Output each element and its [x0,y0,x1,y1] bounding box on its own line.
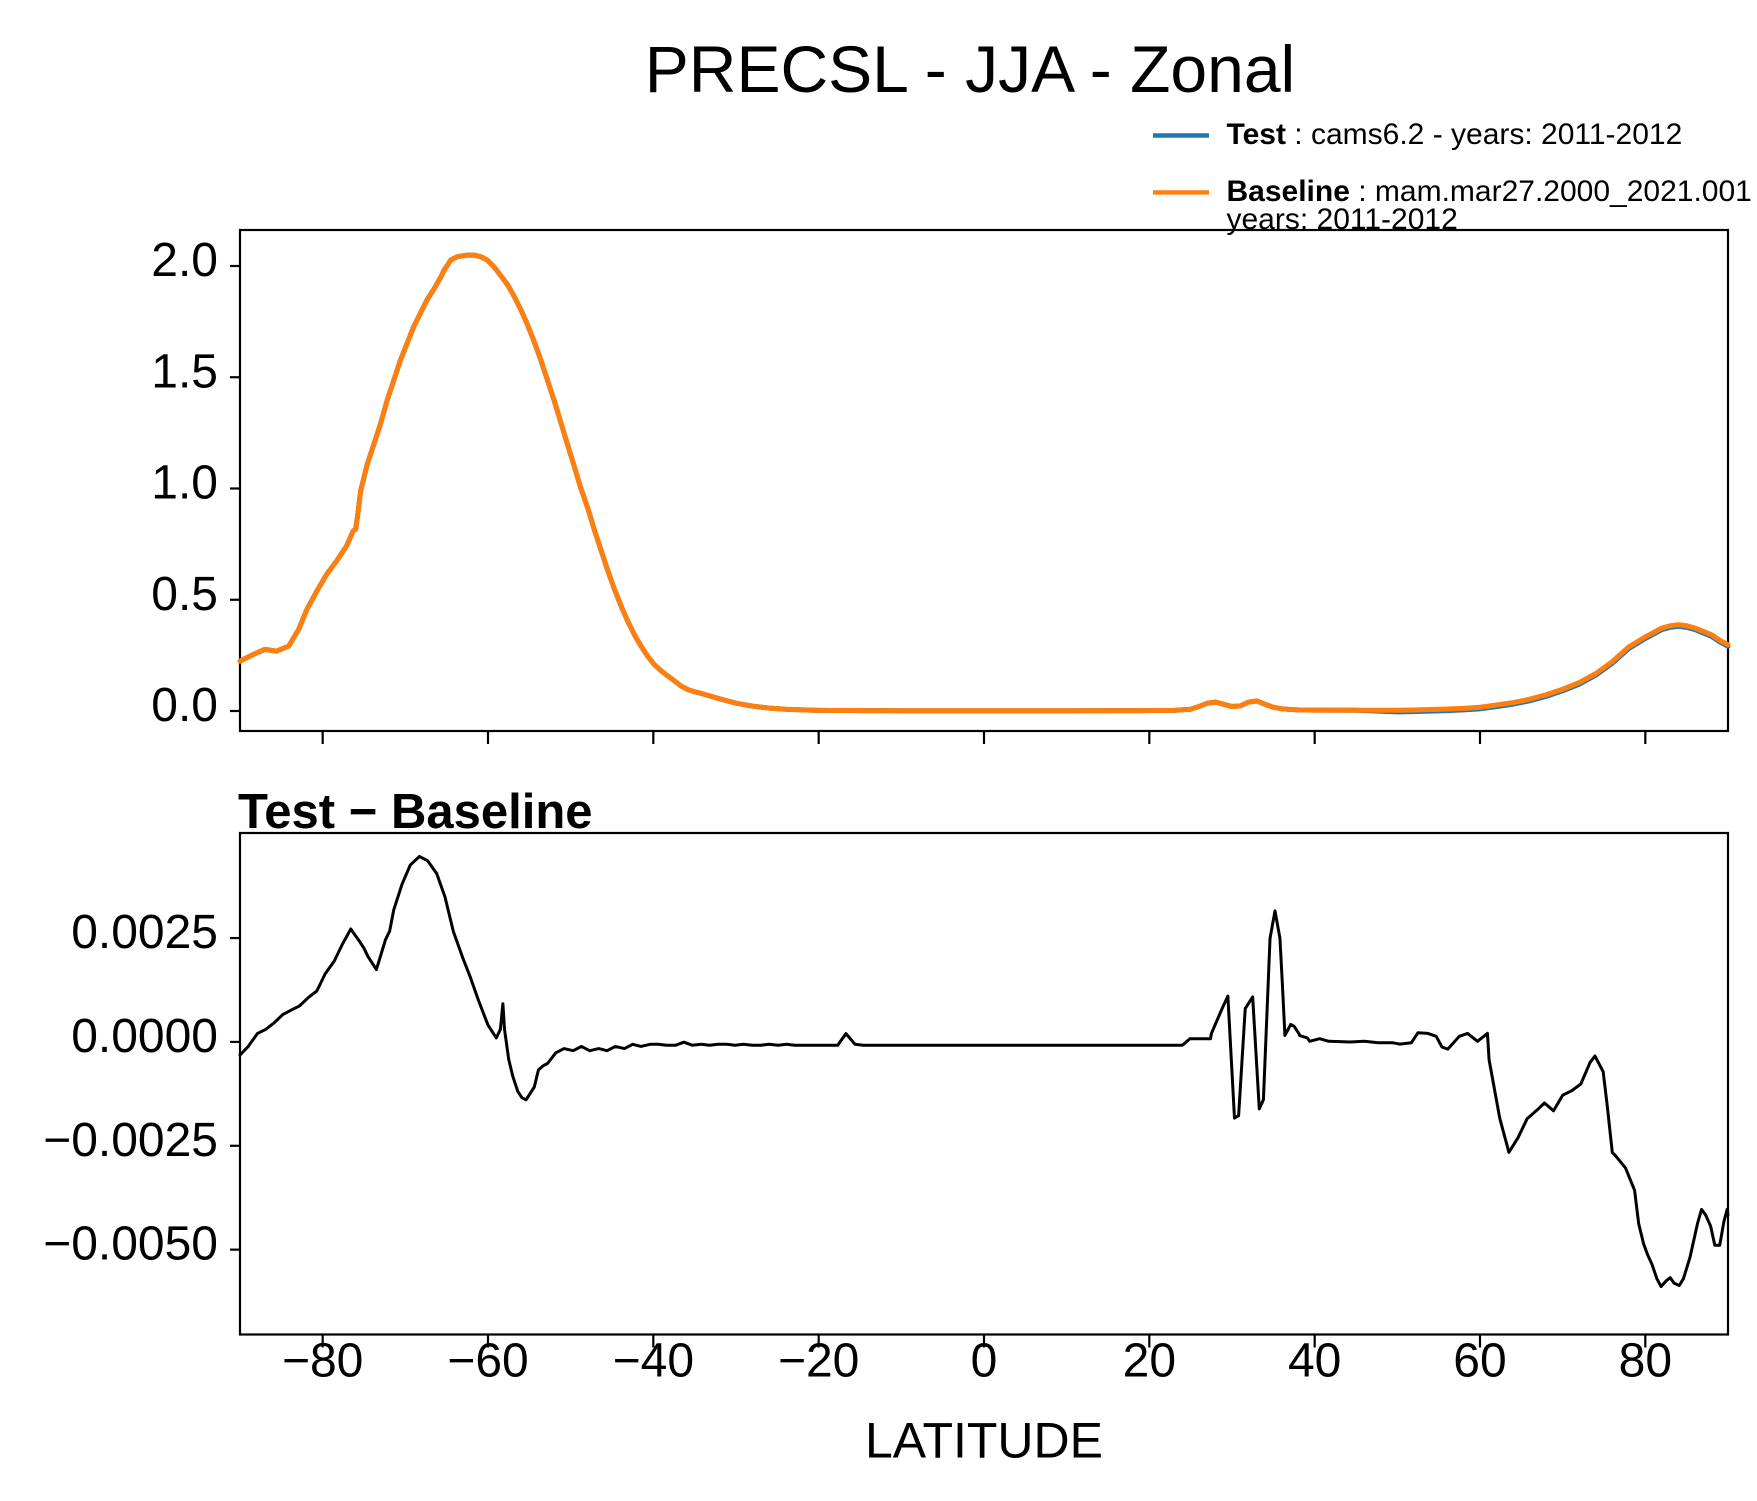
svg-text:0: 0 [971,1335,998,1388]
svg-text:PRECSL - JJA - Zonal: PRECSL - JJA - Zonal [645,32,1295,106]
svg-text:LATITUDE: LATITUDE [865,1413,1103,1469]
svg-text:Test − Baseline: Test − Baseline [238,785,593,839]
svg-text:20: 20 [1123,1335,1176,1388]
svg-text:−60: −60 [447,1335,528,1388]
svg-text:−80: −80 [282,1335,363,1388]
svg-text:−20: −20 [778,1335,859,1388]
svg-text:1.5: 1.5 [151,345,218,398]
svg-text:0.0000: 0.0000 [71,1010,218,1063]
svg-text:−0.0050: −0.0050 [43,1218,218,1271]
svg-text:0.0: 0.0 [151,679,218,732]
svg-text:0.0025: 0.0025 [71,906,218,959]
svg-text:−0.0025: −0.0025 [43,1114,218,1167]
svg-text:40: 40 [1288,1335,1341,1388]
svg-text:Test : cams6.2 - years: 2011-2: Test : cams6.2 - years: 2011-2012 [1227,118,1683,151]
svg-text:2.0: 2.0 [151,234,218,287]
svg-text:80: 80 [1619,1335,1672,1388]
svg-text:−40: −40 [613,1335,694,1388]
svg-text:1.0: 1.0 [151,457,218,510]
svg-text:60: 60 [1453,1335,1506,1388]
svg-text:0.5: 0.5 [151,568,218,621]
